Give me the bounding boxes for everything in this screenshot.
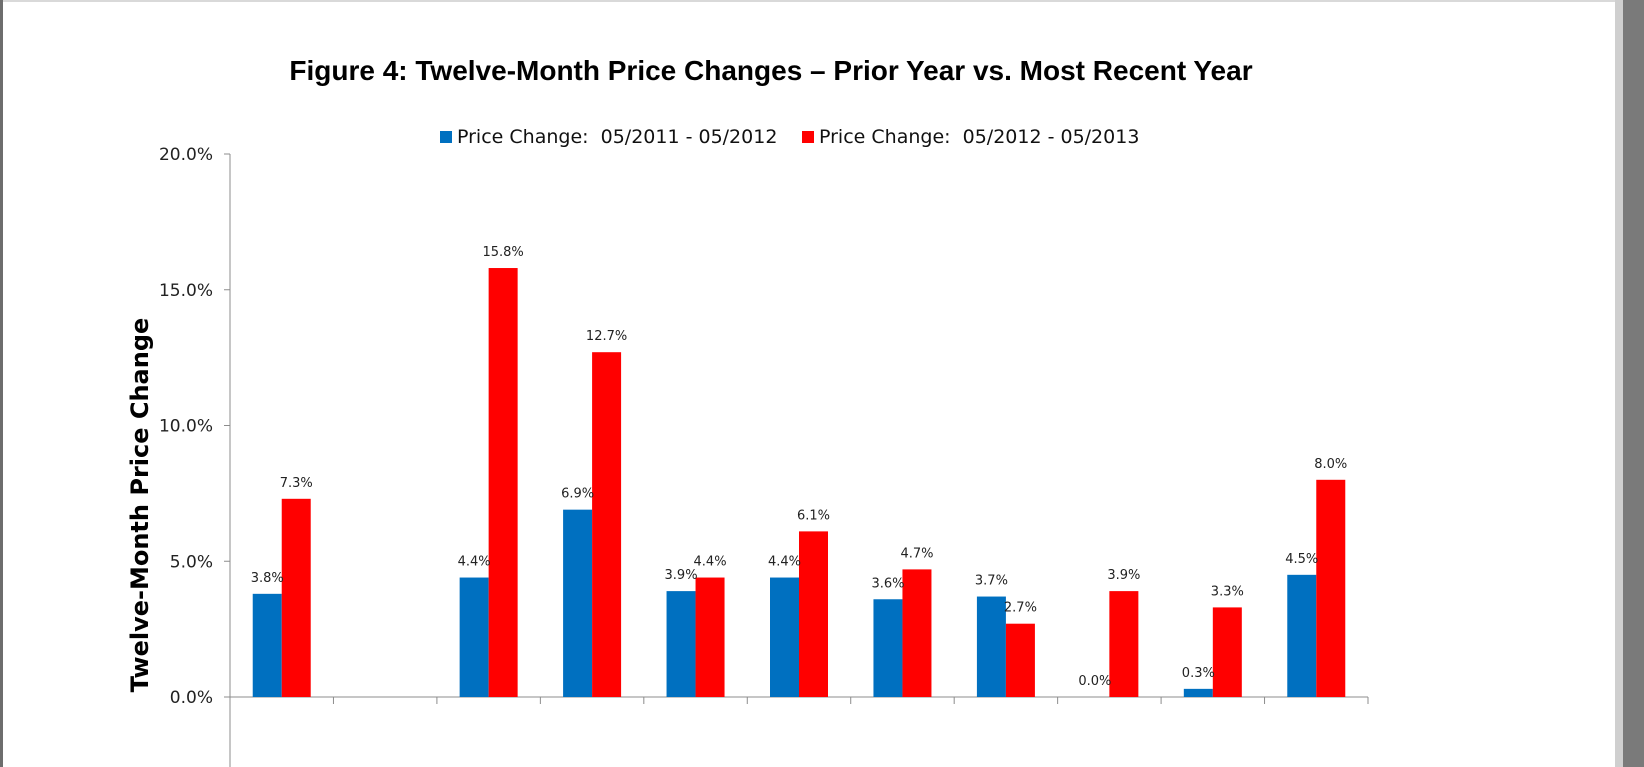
- y-axis-ticks: 0.0% 5.0% 10.0% 15.0% 20.0%: [159, 145, 230, 708]
- data-label-series-2: 15.8%: [482, 245, 523, 260]
- y-tick-label: 15.0%: [159, 281, 213, 301]
- data-label-series-1: 3.6%: [871, 576, 904, 591]
- data-label-series-1: 0.3%: [1182, 666, 1215, 681]
- data-label-series-2: 6.1%: [797, 508, 830, 523]
- data-label-series-1: 4.5%: [1285, 552, 1318, 567]
- legend-swatch-series-1: [440, 131, 452, 143]
- legend-label-series-2: Price Change: 05/2012 - 05/2013: [819, 126, 1139, 148]
- data-label-series-1: 3.9%: [665, 568, 698, 583]
- data-label-series-2: 2.7%: [1004, 601, 1037, 616]
- data-label-series-2: 3.3%: [1211, 584, 1244, 599]
- bar-series-2: [1212, 607, 1242, 697]
- bar-series-2: [281, 498, 311, 697]
- bar-series-1: [770, 577, 799, 697]
- data-label-series-2: 3.9%: [1107, 568, 1140, 583]
- bar-series-2: [488, 268, 518, 697]
- bar-series-2: [902, 569, 932, 697]
- y-tick-label: 0.0%: [170, 688, 213, 708]
- legend-swatch-series-2: [802, 131, 814, 143]
- bars: [252, 268, 1346, 697]
- legend-label-series-1: Price Change: 05/2011 - 05/2012: [457, 126, 777, 148]
- window-top-border: [0, 0, 1644, 2]
- bar-series-1: [252, 593, 282, 697]
- bar-series-1: [976, 596, 1006, 697]
- data-label-series-2: 7.3%: [280, 476, 313, 491]
- bar-series-2: [1316, 479, 1346, 697]
- window-right-scrollbar[interactable]: [1623, 0, 1644, 767]
- data-label-series-1: 0.0%: [1078, 674, 1111, 689]
- data-label-series-2: 12.7%: [586, 329, 627, 344]
- window-right-shadow: [1615, 0, 1623, 767]
- bar-series-1: [666, 591, 696, 697]
- y-tick-label: 10.0%: [159, 417, 213, 437]
- data-label-series-1: 4.4%: [458, 555, 491, 570]
- data-label-series-2: 4.7%: [900, 546, 933, 561]
- bar-series-2: [799, 531, 828, 697]
- bar-series-2: [1005, 623, 1035, 697]
- bar-series-2: [592, 352, 622, 697]
- data-label-series-1: 4.4%: [768, 555, 801, 570]
- y-tick-label: 20.0%: [159, 145, 213, 165]
- bar-series-1: [563, 509, 593, 697]
- data-label-series-2: 4.4%: [694, 555, 727, 570]
- bar-series-1: [1287, 574, 1317, 697]
- y-tick-label: 5.0%: [170, 552, 213, 572]
- data-label-series-2: 8.0%: [1314, 457, 1347, 472]
- data-labels: 3.8%4.4%6.9%3.9%4.4%3.6% 3.7%0.0%0.3%4.5%…: [251, 245, 1348, 689]
- chart-title: Figure 4: Twelve-Month Price Changes – P…: [289, 55, 1252, 86]
- window-left-border: [0, 0, 3, 767]
- legend: Price Change: 05/2011 - 05/2012 Price Ch…: [440, 126, 1139, 148]
- y-axis-label: Twelve-Month Price Change: [126, 318, 154, 693]
- bar-series-2: [1109, 591, 1139, 697]
- data-label-series-1: 3.7%: [975, 574, 1008, 589]
- bar-series-1: [459, 577, 489, 697]
- bar-series-2: [695, 577, 725, 697]
- bar-series-1: [1183, 688, 1213, 697]
- data-label-series-1: 6.9%: [561, 487, 594, 502]
- bar-series-1: [873, 599, 903, 697]
- data-label-series-1: 3.8%: [251, 571, 284, 586]
